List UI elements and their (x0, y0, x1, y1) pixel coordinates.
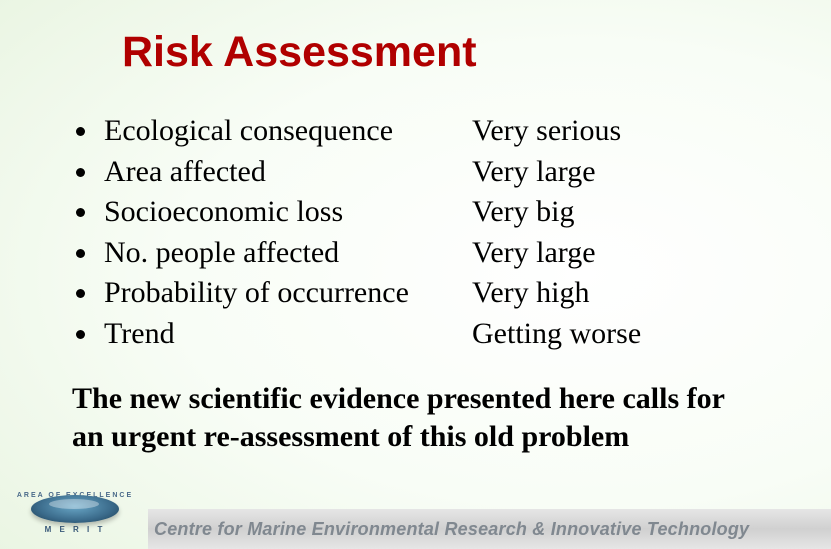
value-item: Getting worse (472, 314, 641, 355)
logo-ellipse-icon (31, 495, 119, 523)
value-item: Very high (472, 273, 641, 314)
list-item: Ecological consequence (100, 111, 472, 152)
criteria-column: Ecological consequence Area affected Soc… (72, 111, 472, 354)
logo-abbrev: M E R I T (45, 525, 106, 534)
criteria-list: Ecological consequence Area affected Soc… (72, 111, 472, 354)
footer: AREA OF EXCELLENCE M E R I T Centre for … (0, 505, 831, 549)
merit-logo: AREA OF EXCELLENCE M E R I T (10, 481, 140, 541)
slide: Risk Assessment Ecological consequence A… (0, 0, 831, 457)
conclusion-text: The new scientific evidence presented he… (72, 380, 761, 457)
value-item: Very serious (472, 111, 641, 152)
list-item: No. people affected (100, 233, 472, 274)
list-item: Area affected (100, 152, 472, 193)
content-row: Ecological consequence Area affected Soc… (72, 111, 791, 354)
slide-title: Risk Assessment (122, 28, 791, 77)
list-item: Socioeconomic loss (100, 192, 472, 233)
value-item: Very large (472, 152, 641, 193)
list-item: Probability of occurrence (100, 273, 472, 314)
list-item: Trend (100, 314, 472, 355)
value-item: Very big (472, 192, 641, 233)
values-column: Very serious Very large Very big Very la… (472, 111, 641, 354)
value-item: Very large (472, 233, 641, 274)
footer-banner-text: Centre for Marine Environmental Research… (148, 509, 831, 549)
